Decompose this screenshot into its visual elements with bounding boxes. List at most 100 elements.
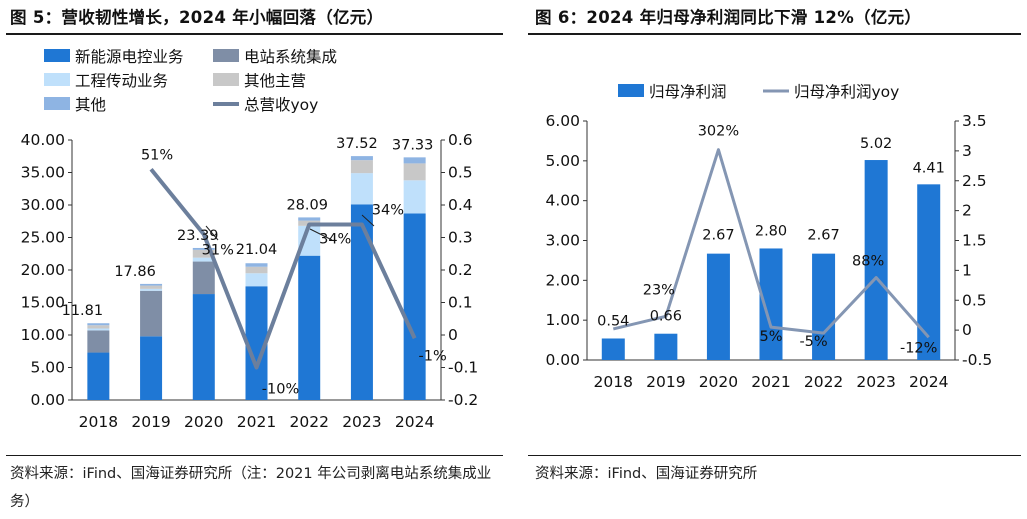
fig5-y-tick-label: 10.00 <box>21 326 65 344</box>
fig6-x-tick-label: 2023 <box>856 373 895 391</box>
figure5-bottom-rule <box>6 455 503 456</box>
fig5-total-label: 23.39 <box>177 228 219 244</box>
fig5-legend-label: 工程传动业务 <box>75 72 168 90</box>
fig5-legend-swatch <box>213 49 239 62</box>
figure5-title: 图 5：营收韧性增长，2024 年小幅回落（亿元） <box>10 8 384 27</box>
fig5-y2-tick-label: 0.5 <box>448 164 473 182</box>
fig5-yoy-label: 51% <box>141 147 173 163</box>
fig6-y-tick-label: 6.00 <box>545 112 580 130</box>
fig5-bar <box>140 285 163 289</box>
fig5-bar <box>87 330 110 353</box>
fig6-y2-tick-label: -0.5 <box>962 351 992 369</box>
fig6-y2-tick-label: 1 <box>962 261 972 279</box>
figure6-bottom-rule <box>528 455 1021 456</box>
fig5-bar <box>298 217 321 221</box>
fig6-bar <box>759 248 783 360</box>
fig6-x-tick-label: 2022 <box>804 373 843 391</box>
fig6-y-tick-label: 5.00 <box>545 152 580 170</box>
fig5-bar <box>87 352 110 400</box>
fig5-y-tick-label: 20.00 <box>21 261 65 279</box>
fig5-bar <box>192 249 215 258</box>
fig5-bar <box>403 163 426 181</box>
fig5-bar <box>245 263 268 267</box>
figure6-top-rule <box>528 33 1021 35</box>
fig5-bar <box>192 247 215 250</box>
fig5-y2-tick-label: 0.1 <box>448 294 473 312</box>
fig6-y2-tick-label: 3.5 <box>962 112 987 130</box>
fig5-bar <box>140 336 163 400</box>
fig5-bar <box>245 266 268 274</box>
figure5-chart: 0.00 5.00 10.00 15.00 20.00 25.00 30.00 35.00 40… <box>21 48 479 431</box>
fig5-bar <box>298 225 321 256</box>
fig5-total-label: 37.52 <box>336 136 378 152</box>
fig5-legend-swatch <box>44 49 70 62</box>
fig6-value-label: 2.80 <box>755 223 787 239</box>
fig5-bar <box>140 288 163 291</box>
fig5-y2-tick-label: 0.3 <box>448 229 473 247</box>
fig6-bar <box>706 253 730 360</box>
fig5-legend-swatch <box>213 73 239 86</box>
fig5-bar <box>245 273 268 287</box>
figure5-source-note: 资料来源：iFind、国海证券研究所（注：2021 年公司剥离电站系统集成业务） <box>10 466 492 510</box>
fig6-yoy-label: -5% <box>799 334 827 350</box>
fig5-bar <box>403 213 426 400</box>
fig5-bar <box>403 157 426 164</box>
fig5-legend-label: 其他 <box>75 96 106 114</box>
fig5-yoy-label: -10% <box>262 382 299 398</box>
fig5-x-tick-label: 2021 <box>237 413 276 431</box>
fig5-y2-tick-label: -0.2 <box>448 391 478 409</box>
fig5-bar <box>192 261 215 295</box>
fig5-y-tick-label: 5.00 <box>30 359 65 377</box>
fig5-y2-tick-label: -0.1 <box>448 359 478 377</box>
fig5-y2-tick-label: 0.4 <box>448 196 473 214</box>
fig6-legend-label: 归母净利润yoy <box>794 83 899 101</box>
fig6-bar <box>654 333 678 360</box>
fig5-bar <box>192 294 215 400</box>
fig5-y-tick-label: 0.00 <box>30 391 65 409</box>
fig5-total-label: 21.04 <box>236 242 278 258</box>
fig6-y-tick-label: 2.00 <box>545 271 580 289</box>
fig5-yoy-label: -1% <box>419 348 447 364</box>
fig5-x-tick-label: 2022 <box>289 413 328 431</box>
fig5-x-tick-label: 2023 <box>342 413 381 431</box>
fig6-y2-tick-label: 1.5 <box>962 232 987 250</box>
fig5-bar <box>350 204 373 400</box>
fig5-leader-line <box>205 225 219 241</box>
fig5-x-tick-label: 2019 <box>131 413 170 431</box>
fig6-value-label: 0.66 <box>650 309 682 325</box>
fig5-y-tick-label: 25.00 <box>21 229 65 247</box>
fig6-x-tick-label: 2024 <box>909 373 948 391</box>
fig6-bar <box>917 184 941 360</box>
fig6-y-tick-label: 4.00 <box>545 192 580 210</box>
fig6-legend-label: 归母净利润 <box>649 83 727 101</box>
fig5-yoy-label: 34% <box>372 203 404 219</box>
fig6-yoy-label: 302% <box>698 124 739 140</box>
fig6-yoy-label: 23% <box>643 282 675 298</box>
fig6-y2-tick-label: 0 <box>962 321 972 339</box>
fig6-y2-tick-label: 2 <box>962 202 972 220</box>
fig5-y-tick-label: 30.00 <box>21 196 65 214</box>
fig5-total-label: 28.09 <box>286 197 328 213</box>
fig5-x-tick-label: 2018 <box>79 413 118 431</box>
fig6-x-tick-label: 2018 <box>594 373 633 391</box>
fig5-y-tick-label: 40.00 <box>21 131 65 149</box>
fig5-legend-swatch <box>44 73 70 86</box>
fig5-total-label: 11.81 <box>62 303 104 319</box>
fig6-y2-tick-label: 0.5 <box>962 291 987 309</box>
fig5-bar <box>403 180 426 214</box>
fig5-bar <box>87 328 110 331</box>
fig6-bar <box>601 338 625 360</box>
fig5-legend-label: 新能源电控业务 <box>75 48 184 66</box>
fig5-x-tick-label: 2020 <box>184 413 223 431</box>
fig6-yoy-label: 5% <box>759 329 782 345</box>
fig6-y-tick-label: 3.00 <box>545 232 580 250</box>
fig5-bar <box>350 173 373 205</box>
fig5-bar <box>140 290 163 337</box>
fig5-leader-line <box>309 228 333 241</box>
fig5-yoy-label: 34% <box>319 232 351 248</box>
fig5-bar <box>140 283 163 286</box>
figure5-top-rule <box>6 33 503 35</box>
fig6-x-tick-label: 2021 <box>751 373 790 391</box>
fig6-value-label: 0.54 <box>597 313 629 329</box>
fig6-value-label: 5.02 <box>860 136 892 152</box>
